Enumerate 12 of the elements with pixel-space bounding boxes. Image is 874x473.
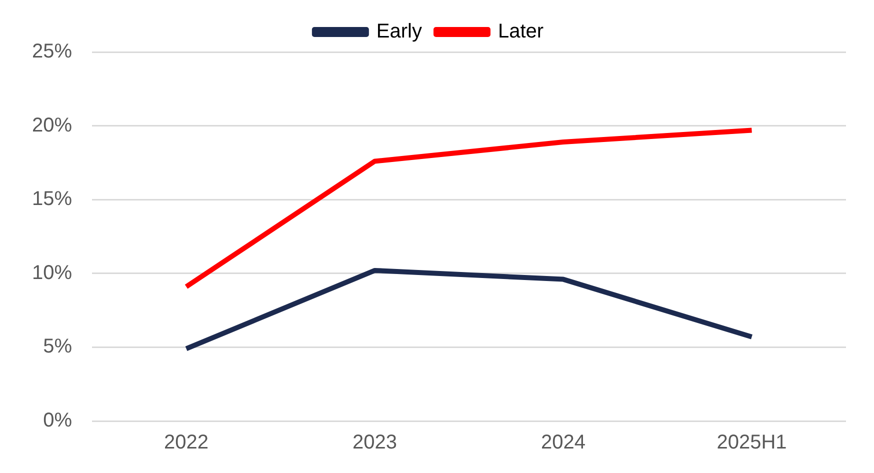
y-tick-label: 20%	[32, 114, 72, 136]
x-tick-label: 2024	[541, 432, 586, 454]
x-tick-label: 2023	[352, 432, 398, 454]
y-tick-label: 10%	[32, 262, 72, 284]
x-tick-label: 2025H1	[716, 432, 787, 454]
y-tick-label: 0%	[43, 410, 72, 432]
legend-label: Later	[498, 20, 544, 43]
y-tick-label: 25%	[32, 40, 72, 63]
x-tick-label: 2022	[164, 432, 209, 454]
legend-label: Early	[376, 20, 422, 43]
y-tick-label: 15%	[32, 188, 72, 210]
y-tick-label: 5%	[43, 336, 72, 358]
